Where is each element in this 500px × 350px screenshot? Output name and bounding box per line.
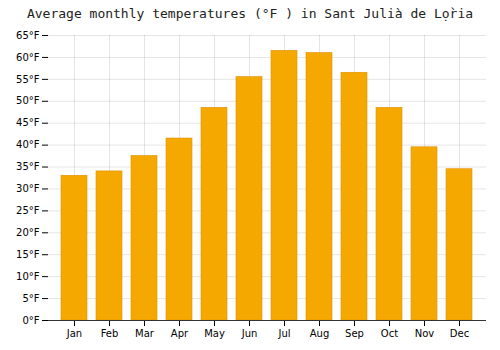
svg-text:15°F: 15°F <box>16 249 40 260</box>
svg-text:30°F: 30°F <box>16 183 40 194</box>
svg-text:Oct: Oct <box>381 328 398 339</box>
svg-text:Apr: Apr <box>171 328 189 339</box>
svg-text:45°F: 45°F <box>16 117 40 128</box>
svg-text:Aug: Aug <box>310 328 330 339</box>
svg-text:Nov: Nov <box>415 328 435 339</box>
html-text:Average monthly temperatures (: Average monthly temperatures (°F ) in Sa… <box>26 6 474 21</box>
svg-text:25°F: 25°F <box>16 205 40 216</box>
svg-text:20°F: 20°F <box>16 227 40 238</box>
svg-text:May: May <box>204 328 225 339</box>
svg-text:Feb: Feb <box>101 328 119 339</box>
svg-text:55°F: 55°F <box>16 74 40 85</box>
svg-text:Dec: Dec <box>450 328 469 339</box>
svg-text:Jul: Jul <box>277 328 290 339</box>
svg-text:0°F: 0°F <box>22 315 39 326</box>
svg-text:50°F: 50°F <box>16 95 40 106</box>
svg-text:40°F: 40°F <box>16 139 40 150</box>
svg-text:Mar: Mar <box>135 328 155 339</box>
svg-text:35°F: 35°F <box>16 161 40 172</box>
svg-text:10°F: 10°F <box>16 271 40 282</box>
svg-text:Jun: Jun <box>241 328 258 339</box>
svg-text:5°F: 5°F <box>22 293 39 304</box>
svg-text:Sep: Sep <box>345 328 364 339</box>
svg-text:65°F: 65°F <box>16 30 40 41</box>
svg-text:Jan: Jan <box>66 328 82 339</box>
svg-text:60°F: 60°F <box>16 52 40 63</box>
